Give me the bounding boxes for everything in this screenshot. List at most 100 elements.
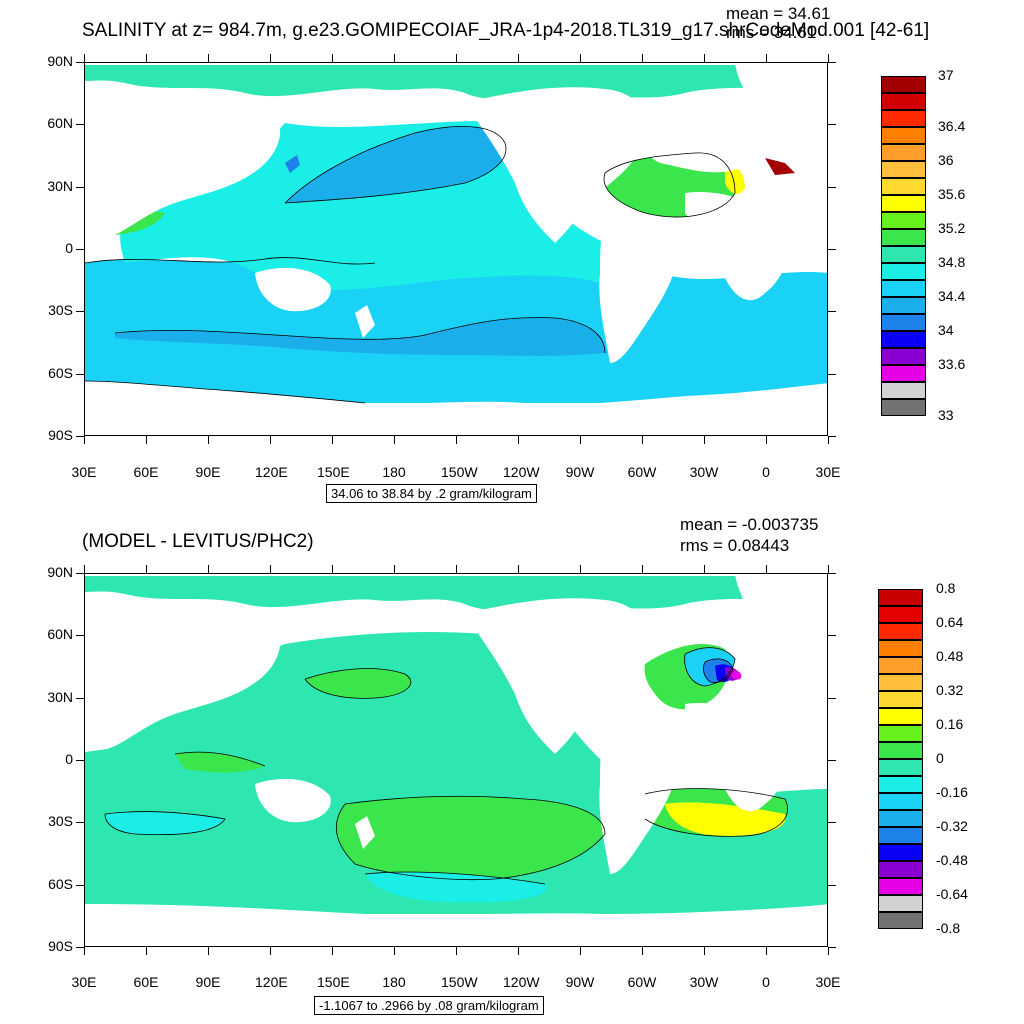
mediterranean-outflow	[725, 166, 745, 195]
lat-tick	[76, 697, 84, 699]
indian-positive	[175, 752, 265, 773]
colorbar-box	[878, 878, 923, 895]
colorbar-label: 0	[936, 750, 944, 766]
colorbar-box	[878, 912, 923, 929]
lon-tick	[270, 947, 271, 955]
colorbar-box	[878, 657, 923, 674]
land-masses	[85, 63, 827, 435]
colorbar-box	[881, 93, 926, 110]
lat-label: 90S	[48, 427, 73, 443]
panel1-rms: rms = 34.61	[726, 23, 817, 42]
lat-label: 30S	[48, 302, 73, 319]
south-atlantic-yellow	[665, 802, 786, 836]
colorbar-box	[878, 861, 923, 878]
lon-label: 30E	[815, 974, 841, 990]
lon-tick	[642, 565, 643, 573]
lat-tick	[828, 947, 836, 948]
colorbar-label: 36.4	[938, 118, 966, 134]
lon-label: 90E	[195, 974, 221, 990]
lat-tick	[828, 186, 836, 188]
lon-label: 30E	[71, 464, 97, 480]
lon-label: 30W	[689, 974, 719, 990]
colorbar-label: -0.48	[936, 852, 968, 868]
colorbar-box	[878, 895, 923, 912]
colorbar-box	[881, 399, 926, 416]
lon-tick	[766, 436, 767, 444]
colorbar-label: -0.8	[936, 920, 961, 936]
lon-tick	[84, 54, 85, 62]
colorbar-box	[881, 280, 926, 297]
lat-label: 30N	[47, 177, 73, 194]
lon-tick	[766, 565, 767, 573]
lat-tick	[76, 124, 84, 126]
lat-tick	[76, 760, 84, 761]
lon-tick	[580, 436, 581, 444]
lat-tick	[828, 62, 836, 63]
south-pacific-positive	[336, 796, 605, 880]
lat-tick	[828, 311, 836, 313]
lon-tick	[84, 947, 85, 955]
lon-tick	[394, 436, 395, 444]
lat-tick	[828, 760, 836, 761]
lat-tick	[76, 947, 84, 948]
lat-label: 30N	[47, 688, 73, 705]
lon-tick	[766, 54, 767, 62]
lon-label: 150E	[317, 974, 350, 990]
lon-label: 150E	[317, 464, 350, 480]
lon-tick	[828, 54, 829, 62]
lat-tick	[828, 822, 836, 824]
colorbar-box	[878, 844, 923, 861]
lat-label: 60N	[47, 115, 73, 132]
colorbar-label: 34.4	[938, 288, 966, 304]
okhotsk-sea	[285, 155, 300, 173]
colorbar-label: 33	[938, 407, 954, 423]
colorbar-label: -0.32	[936, 818, 968, 834]
north-pacific-positive	[305, 668, 411, 699]
lon-tick	[208, 436, 209, 444]
colorbar-label: 0.64	[936, 614, 964, 630]
lon-label: 90W	[565, 464, 595, 480]
lon-label: 0	[762, 974, 770, 990]
colorbar-box	[881, 127, 926, 144]
colorbar-box	[881, 212, 926, 229]
ocean-diff-base	[85, 632, 827, 915]
lon-tick	[456, 436, 457, 444]
colorbar-box	[881, 348, 926, 365]
lat-label: 90S	[48, 938, 73, 954]
panel1-mean: mean = 34.61	[726, 4, 831, 23]
lon-tick	[84, 436, 85, 444]
panel1-title: SALINITY at z= 984.7m, g.e23.GOMIPECOIAF…	[82, 20, 930, 41]
lon-tick	[642, 947, 643, 955]
colorbar-label: 35.2	[938, 220, 966, 236]
lon-tick	[146, 565, 147, 573]
lon-label: 120E	[255, 464, 288, 480]
lon-tick	[332, 436, 333, 444]
lon-label: 60E	[133, 974, 159, 990]
lon-tick	[518, 436, 519, 444]
colorbar-box	[878, 725, 923, 742]
lon-tick	[270, 565, 271, 573]
gulf-stream-negative-5	[731, 669, 742, 680]
colorbar-box	[881, 76, 926, 93]
lon-label: 150W	[441, 974, 478, 990]
panel2-mean: mean = -0.003735	[680, 515, 819, 534]
colorbar-label: -0.64	[936, 886, 968, 902]
colorbar-label: 35.6	[938, 186, 966, 202]
lat-tick	[828, 635, 836, 637]
colorbar-box	[881, 195, 926, 212]
lon-tick	[394, 54, 395, 62]
lon-tick	[208, 54, 209, 62]
lon-tick	[580, 565, 581, 573]
colorbar-box	[878, 674, 923, 691]
lat-tick	[828, 124, 836, 126]
colorbar-box	[878, 793, 923, 810]
lat-label: 90N	[47, 53, 73, 69]
southern-negative	[365, 872, 547, 903]
lat-tick	[76, 311, 84, 313]
lon-tick	[456, 565, 457, 573]
lat-tick	[828, 697, 836, 699]
colorbar-box	[878, 776, 923, 793]
lat-tick	[76, 635, 84, 637]
colorbar-box	[881, 144, 926, 161]
lon-label: 90W	[565, 974, 595, 990]
